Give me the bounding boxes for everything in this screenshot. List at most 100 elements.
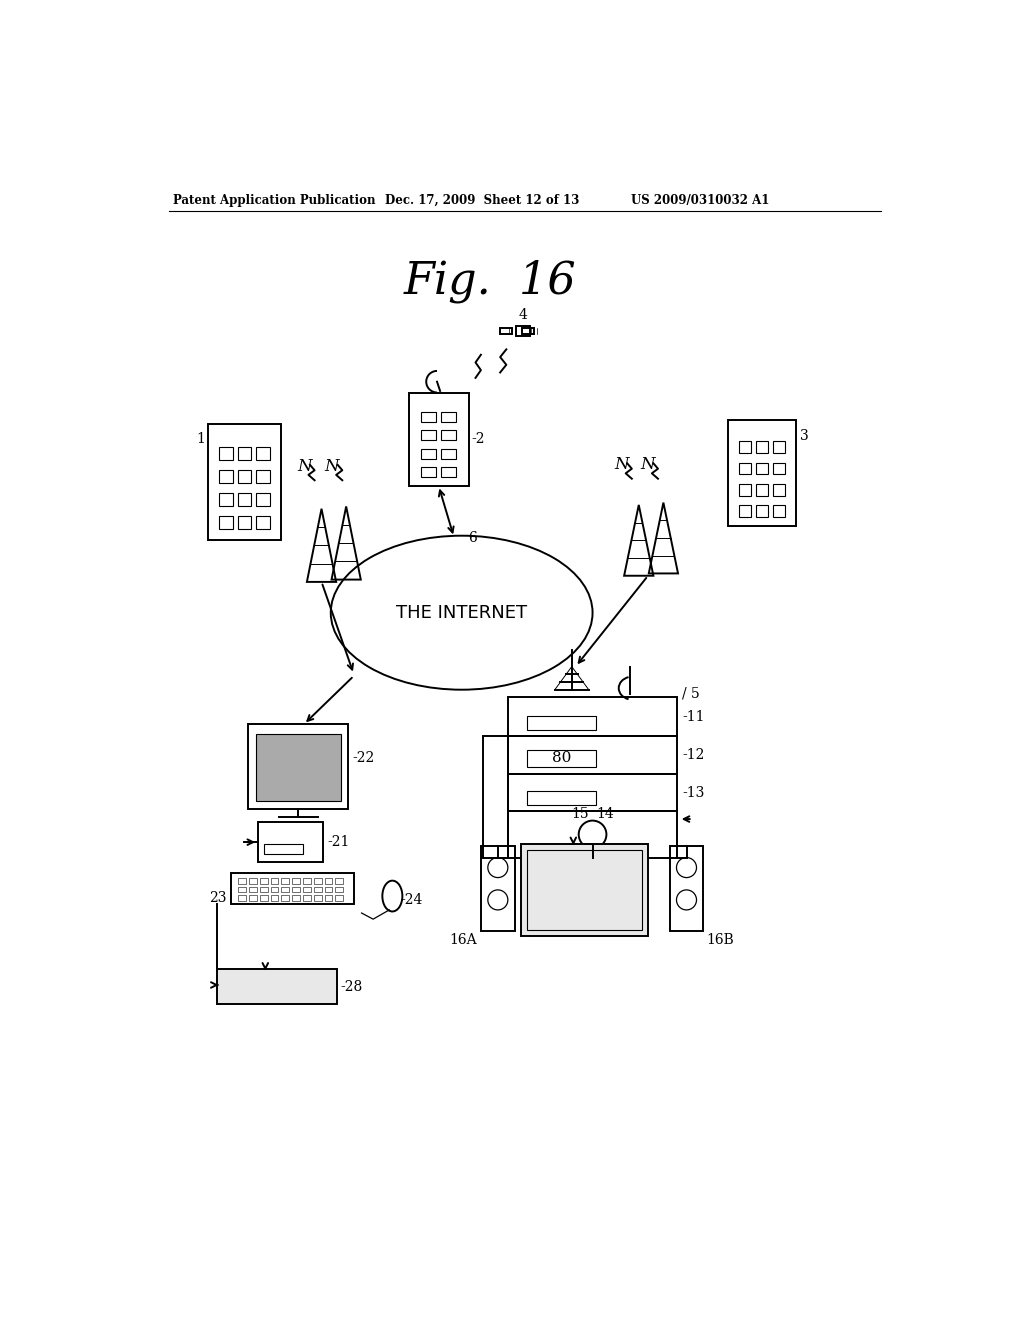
Bar xyxy=(441,467,456,478)
Text: 3: 3 xyxy=(801,429,809,442)
Text: -12: -12 xyxy=(682,748,705,762)
Bar xyxy=(441,412,456,422)
Bar xyxy=(260,878,267,884)
Bar xyxy=(325,878,333,884)
Text: 4: 4 xyxy=(518,309,527,322)
Bar xyxy=(508,737,677,775)
Bar xyxy=(282,895,289,900)
Bar xyxy=(270,887,279,892)
Text: 14: 14 xyxy=(596,808,614,821)
Bar xyxy=(249,895,257,900)
Bar xyxy=(527,750,596,767)
Bar xyxy=(238,470,251,483)
Bar xyxy=(282,887,289,892)
Bar xyxy=(270,895,279,900)
Bar xyxy=(260,895,267,900)
Bar xyxy=(292,878,300,884)
Bar xyxy=(772,441,785,453)
Bar xyxy=(303,878,310,884)
Bar xyxy=(219,470,233,483)
Bar xyxy=(238,494,251,506)
Bar xyxy=(239,887,246,892)
Bar xyxy=(738,506,752,517)
Bar xyxy=(270,878,279,884)
Text: 15: 15 xyxy=(571,808,589,821)
Bar xyxy=(282,878,289,884)
Bar xyxy=(481,846,515,931)
Bar xyxy=(738,441,752,453)
Text: -24: -24 xyxy=(400,892,423,907)
Bar xyxy=(421,467,436,478)
Bar xyxy=(738,484,752,495)
Bar xyxy=(249,725,348,809)
Bar xyxy=(303,887,310,892)
Bar xyxy=(409,393,469,486)
Bar xyxy=(313,878,322,884)
Bar xyxy=(516,326,530,335)
Text: -21: -21 xyxy=(328,836,349,849)
Bar xyxy=(483,737,508,858)
Bar xyxy=(336,887,343,892)
Bar xyxy=(208,424,282,540)
Text: -28: -28 xyxy=(340,979,362,994)
Bar xyxy=(521,327,535,334)
Bar xyxy=(238,447,251,459)
Bar xyxy=(336,895,343,900)
Bar xyxy=(303,895,310,900)
Bar xyxy=(421,430,436,441)
Bar xyxy=(421,449,436,459)
Bar xyxy=(217,969,337,1003)
Bar xyxy=(219,494,233,506)
Text: -2: -2 xyxy=(472,433,485,446)
Text: N: N xyxy=(297,458,311,475)
Bar xyxy=(256,516,269,529)
Bar xyxy=(256,734,341,801)
Bar xyxy=(325,895,333,900)
Text: -22: -22 xyxy=(352,751,375,766)
Bar xyxy=(336,878,343,884)
Bar xyxy=(756,463,768,474)
Bar xyxy=(258,822,324,862)
Bar xyxy=(772,484,785,495)
Text: US 2009/0310032 A1: US 2009/0310032 A1 xyxy=(631,194,769,207)
Bar xyxy=(313,887,322,892)
Bar xyxy=(249,878,257,884)
Bar xyxy=(292,895,300,900)
Text: Fig.  16: Fig. 16 xyxy=(403,260,577,304)
Bar xyxy=(249,887,257,892)
Bar xyxy=(521,843,648,936)
Bar xyxy=(441,449,456,459)
Bar xyxy=(239,878,246,884)
Bar xyxy=(230,873,354,904)
Text: 80: 80 xyxy=(552,751,571,766)
Bar xyxy=(508,775,677,812)
Bar xyxy=(264,843,303,854)
Bar xyxy=(421,412,436,422)
Text: 23: 23 xyxy=(209,891,226,904)
Bar xyxy=(738,463,752,474)
Text: 6: 6 xyxy=(468,531,476,545)
Bar xyxy=(238,516,251,529)
Bar xyxy=(756,506,768,517)
Text: -13: -13 xyxy=(682,785,705,800)
Text: Patent Application Publication: Patent Application Publication xyxy=(173,194,376,207)
Text: 1: 1 xyxy=(197,433,205,446)
Bar xyxy=(527,850,642,929)
Bar xyxy=(728,420,796,527)
Text: -11: -11 xyxy=(682,710,705,723)
Text: Dec. 17, 2009  Sheet 12 of 13: Dec. 17, 2009 Sheet 12 of 13 xyxy=(385,194,579,207)
Bar xyxy=(256,494,269,506)
Bar xyxy=(772,506,785,517)
Bar xyxy=(756,484,768,495)
Bar xyxy=(508,697,677,737)
Bar xyxy=(670,846,703,931)
Bar xyxy=(292,887,300,892)
Text: N: N xyxy=(640,457,654,474)
Bar xyxy=(219,447,233,459)
Bar xyxy=(527,715,596,730)
Bar xyxy=(256,470,269,483)
Bar xyxy=(508,812,677,858)
Bar xyxy=(260,887,267,892)
Bar xyxy=(756,441,768,453)
Bar xyxy=(527,792,596,805)
